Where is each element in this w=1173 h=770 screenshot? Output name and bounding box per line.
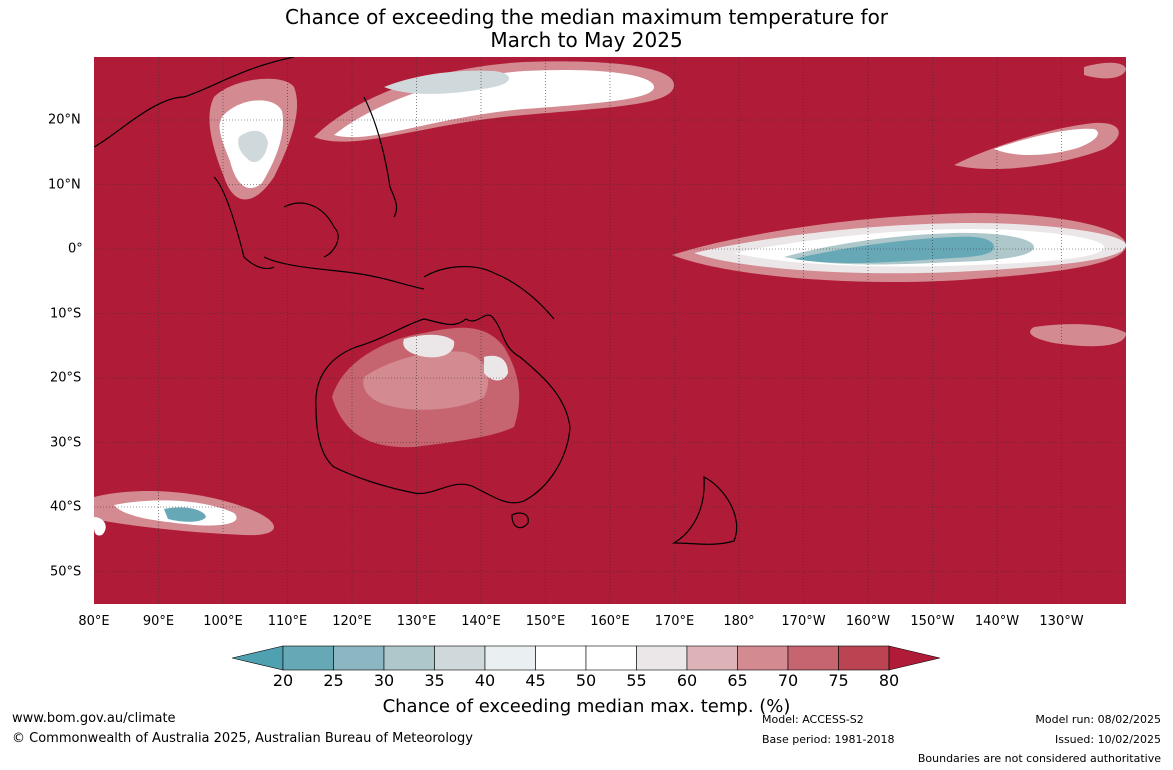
lon-label-180: 180° [723, 614, 755, 629]
colorbar-tick-20: 20 [272, 671, 294, 690]
colorbar-bin-60-65 [686, 645, 738, 671]
colorbar-bin-65-70 [737, 645, 789, 671]
colorbar-tick-45: 45 [525, 671, 546, 690]
probability-map [94, 57, 1126, 604]
lon-label-160w: 160°W [845, 614, 891, 629]
colorbar-bin-50-55 [585, 645, 637, 671]
colorbar [232, 645, 940, 671]
lat-label-30s: 30°S [50, 435, 82, 450]
colorbar-tick-50: 50 [575, 671, 597, 690]
lon-label-140e: 140°E [461, 614, 501, 629]
colorbar-tick-40: 40 [474, 671, 496, 690]
coastlines [94, 57, 738, 545]
lon-label-130e: 130°E [396, 614, 437, 629]
colorbar-bin-75-80 [838, 645, 890, 671]
lon-label-100e: 100°E [203, 614, 243, 629]
footer-url: www.bom.gov.au/climate [12, 711, 176, 726]
colorbar-tick-30: 30 [373, 671, 395, 690]
colorbar-tick-75: 75 [828, 671, 849, 690]
colorbar-label: Chance of exceeding median max. temp. (%… [382, 696, 791, 717]
colorbar-bin-35-40 [434, 645, 486, 671]
footer-model-run: Model run: 08/02/2025 [1035, 713, 1161, 726]
colorbar-bin-30-35 [383, 645, 435, 671]
lon-label-110e: 110°E [267, 614, 308, 629]
lon-label-150e: 150°E [525, 614, 566, 629]
southern-ocean-anomaly [94, 324, 1126, 536]
north-pacific-anomaly [314, 61, 1126, 170]
indochina-anomaly [209, 78, 298, 200]
lat-label-10s: 10°S [50, 306, 82, 321]
australia-anomaly [332, 327, 520, 448]
lon-label-130w: 130°W [1039, 614, 1084, 629]
lon-label-120e: 120°E [332, 614, 372, 629]
lon-label-170e: 170°E [654, 614, 695, 629]
lat-label-10n: 10°N [48, 177, 81, 192]
colorbar-bin-20-25 [282, 645, 334, 671]
colorbar-bin-55-60 [636, 645, 688, 671]
footer-model: Model: ACCESS-S2 [762, 713, 864, 726]
colorbar-bin-40-45 [484, 645, 536, 671]
footer-boundaries-note: Boundaries are not considered authoritat… [917, 752, 1161, 765]
lon-label-160e: 160°E [590, 614, 630, 629]
colorbar-high-extend [888, 645, 940, 671]
footer-issued: Issued: 10/02/2025 [1054, 733, 1161, 746]
lat-label-40s: 40°S [50, 499, 82, 515]
colorbar-tick-65: 65 [727, 671, 748, 690]
colorbar-tick-25: 25 [323, 671, 344, 690]
footer-base-period: Base period: 1981-2018 [762, 733, 895, 746]
colorbar-low-extend [232, 645, 284, 671]
graticule [94, 57, 1126, 604]
colorbar-tick-55: 55 [626, 671, 647, 690]
colorbar-bin-70-75 [787, 645, 839, 671]
lon-label-80e: 80°E [78, 614, 110, 629]
colorbar-bin-25-30 [333, 645, 385, 671]
colorbar-tick-35: 35 [424, 671, 445, 690]
map-title-line2: March to May 2025 [490, 28, 683, 52]
lon-label-140w: 140°W [974, 614, 1020, 629]
lat-label-0: 0° [68, 241, 83, 257]
lon-label-90e: 90°E [142, 614, 175, 629]
lon-label-150w: 150°W [910, 614, 955, 629]
equatorial-pacific-anomaly [672, 213, 1126, 282]
map-title-line1: Chance of exceeding the median maximum t… [284, 5, 889, 29]
lat-label-20n: 20°N [48, 112, 81, 128]
colorbar-bin-45-50 [535, 645, 587, 671]
lat-label-50s: 50°S [50, 564, 82, 579]
lon-label-170w: 170°W [781, 614, 826, 629]
lat-label-20s: 20°S [50, 370, 82, 386]
colorbar-tick-80: 80 [878, 671, 900, 690]
footer-copyright: © Commonwealth of Australia 2025, Austra… [12, 731, 473, 746]
colorbar-tick-60: 60 [676, 671, 698, 690]
colorbar-tick-70: 70 [777, 671, 799, 690]
